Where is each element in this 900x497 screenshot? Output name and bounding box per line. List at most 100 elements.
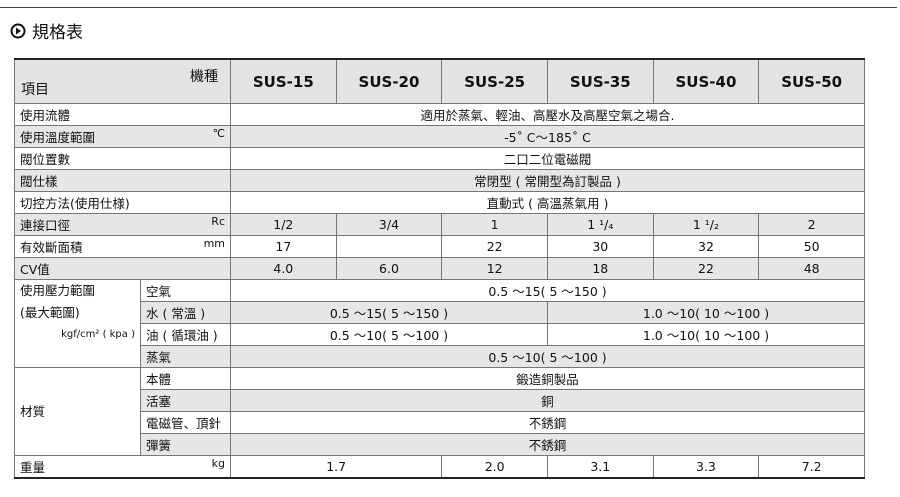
title-icon <box>10 23 26 38</box>
table-row: 活塞銅 <box>15 389 865 412</box>
sub-label: 蒸氣 <box>140 345 231 368</box>
model-header: SUS-35 <box>546 58 654 104</box>
value-cell: 22 <box>652 257 760 280</box>
table-row: ℃ 使用溫度範圍 -5˚ C～185˚ C <box>14 125 865 148</box>
sub-label: 空氣 <box>140 279 231 302</box>
table-row: 閥位置數 二口二位電磁閥 <box>14 147 865 170</box>
group-label: 材質 <box>14 367 141 456</box>
value-cell: 不銹鋼 <box>230 433 865 456</box>
unit: Rc <box>211 215 225 228</box>
row-label: 切控方法(使用仕様) <box>14 191 231 214</box>
label-text: 閥位置數 <box>20 152 71 167</box>
label-text: 使用流體 <box>20 108 71 123</box>
row-label: mm 有效斷面積 <box>14 235 231 258</box>
table-row: Rc 連接口徑 1/2 3/4 1 1 ¹/₄ 1 ¹/₂ 2 <box>14 213 865 236</box>
unit: ℃ <box>212 127 225 140</box>
sub-label: 活塞 <box>140 389 231 412</box>
value-cell: 1 ¹/₂ <box>652 213 760 236</box>
value-cell: 17 <box>230 235 337 258</box>
row-label: CV值 <box>14 257 231 280</box>
value-cell: 18 <box>546 257 654 280</box>
sub-label: 水 ( 常溫 ) <box>140 301 231 324</box>
model-header: SUS-40 <box>652 58 760 104</box>
group-label-line: (最大範圍) <box>20 305 80 320</box>
section-title: 規格表 <box>10 18 83 43</box>
table-row: 彈簧 不銹鋼 <box>15 433 865 456</box>
value-cell: 2.0 <box>441 455 548 479</box>
sub-label: 油 ( 循環油 ) <box>140 323 231 346</box>
table-row: 水 ( 常溫 ) 0.5 ～15( 5 ～150 ) 1.0 ～10( 10 ～10… <box>15 301 866 324</box>
label-text: 閥仕樣 <box>20 174 58 189</box>
spec-table: 機種項目 SUS-15 SUS-20 SUS-25 SUS-35 SUS-40 SUS-50… <box>14 58 866 479</box>
sub-label: 電磁管、頂針 <box>140 411 231 434</box>
table-row: mm 有效斷面積 17 22 30 32 50 <box>14 235 865 258</box>
value-cell: 48 <box>758 257 865 280</box>
sub-label: 彈簧 <box>140 433 231 456</box>
table-row: 蒸氣 0.5 ～10( 5 ～100 ) <box>15 345 865 368</box>
row-label: 閥位置數 <box>14 147 231 170</box>
model-header: SUS-15 <box>230 58 337 104</box>
value-cell: 6.0 <box>335 257 443 280</box>
sub-label: 本體 <box>140 367 231 390</box>
value-cell: 適用於蒸氣、輕油、高壓水及高壓空氣之場合. <box>230 103 865 126</box>
row-label: 使用流體 <box>14 103 231 126</box>
table-row: 切控方法(使用仕様) 直動式 ( 高溫蒸氣用 ) <box>14 191 865 214</box>
label-text: 使用溫度範圍 <box>20 130 96 145</box>
value-cell: 3.3 <box>652 455 760 479</box>
label-text: 有效斷面積 <box>20 240 83 255</box>
value-cell: 1 ¹/₄ <box>546 213 654 236</box>
value-cell: 0.5 ～10( 5 ～100 ) <box>230 323 548 346</box>
table-row: 材質 本體 鍛造銅製品 <box>14 367 865 456</box>
unit: kg <box>211 457 225 470</box>
table-row: 閥仕樣 常閉型 ( 常開型為訂製品 ) <box>14 169 865 192</box>
value-cell: 12 <box>441 257 548 280</box>
value-cell: 4.0 <box>230 257 337 280</box>
value-cell: 0.5 ～15( 5 ～150 ) <box>230 301 548 324</box>
unit: mm <box>203 237 225 250</box>
table-row: 油 ( 循環油 ) 0.5 ～10( 5 ～100 ) 1.0 ～10( 10 ～1… <box>15 323 866 346</box>
value-cell: 1.0 ～10( 10 ～100 ) <box>546 323 866 346</box>
value-cell <box>335 235 443 258</box>
group-label-text: 材質 <box>20 403 46 419</box>
model-header: SUS-50 <box>758 58 865 104</box>
value-cell: -5˚ C～185˚ C <box>230 125 865 148</box>
label-text: 重量 <box>20 460 46 475</box>
corner-bottom: 項目 <box>21 82 49 98</box>
table-row: CV值 4.0 6.0 12 18 22 48 <box>14 257 865 280</box>
value-cell: 3.1 <box>546 455 654 479</box>
value-cell: 2 <box>758 213 865 236</box>
value-cell: 30 <box>546 235 654 258</box>
table-row: 使用壓力範圍 (最大範圍) kgf/cm² ( kpa ) 空氣 0.5 ～15( 5 … <box>14 279 865 368</box>
value-cell: 銅 <box>230 389 865 412</box>
row-label: ℃ 使用溫度範圍 <box>14 125 231 148</box>
value-cell: 不銹鋼 <box>230 411 865 434</box>
value-cell: 1 <box>441 213 548 236</box>
label-text: 切控方法(使用仕様) <box>20 196 130 211</box>
row-label: kg 重量 <box>14 455 231 479</box>
group-label: 使用壓力範圍 (最大範圍) kgf/cm² ( kpa ) <box>14 279 141 368</box>
value-cell: 50 <box>758 235 865 258</box>
value-cell: 0.5 ～15( 5 ～150 ) <box>230 279 865 302</box>
label-text: CV值 <box>20 262 50 277</box>
group-unit: kgf/cm² ( kpa ) <box>61 329 135 340</box>
value-cell: 1/2 <box>230 213 337 236</box>
value-cell: 二口二位電磁閥 <box>230 147 865 170</box>
table-row: kg 重量 1.7 2.0 3.1 3.3 7.2 <box>14 455 865 479</box>
value-cell: 鍛造銅製品 <box>230 367 865 390</box>
value-cell: 32 <box>652 235 760 258</box>
model-header: SUS-20 <box>335 58 443 104</box>
value-cell: 3/4 <box>335 213 443 236</box>
title-text: 規格表 <box>32 23 83 43</box>
value-cell: 0.5 ～10( 5 ～100 ) <box>230 345 865 368</box>
value-cell: 7.2 <box>758 455 865 479</box>
value-cell: 直動式 ( 高溫蒸氣用 ) <box>230 191 865 214</box>
value-cell: 1.0 ～10( 10 ～100 ) <box>546 301 866 324</box>
value-cell: 22 <box>441 235 548 258</box>
value-cell: 常閉型 ( 常開型為訂製品 ) <box>230 169 865 192</box>
group-label-line: 使用壓力範圍 <box>20 283 96 298</box>
row-label: 閥仕樣 <box>14 169 231 192</box>
model-header: SUS-25 <box>441 58 548 104</box>
corner-top: 機種 <box>190 69 218 85</box>
top-rule <box>0 7 897 8</box>
